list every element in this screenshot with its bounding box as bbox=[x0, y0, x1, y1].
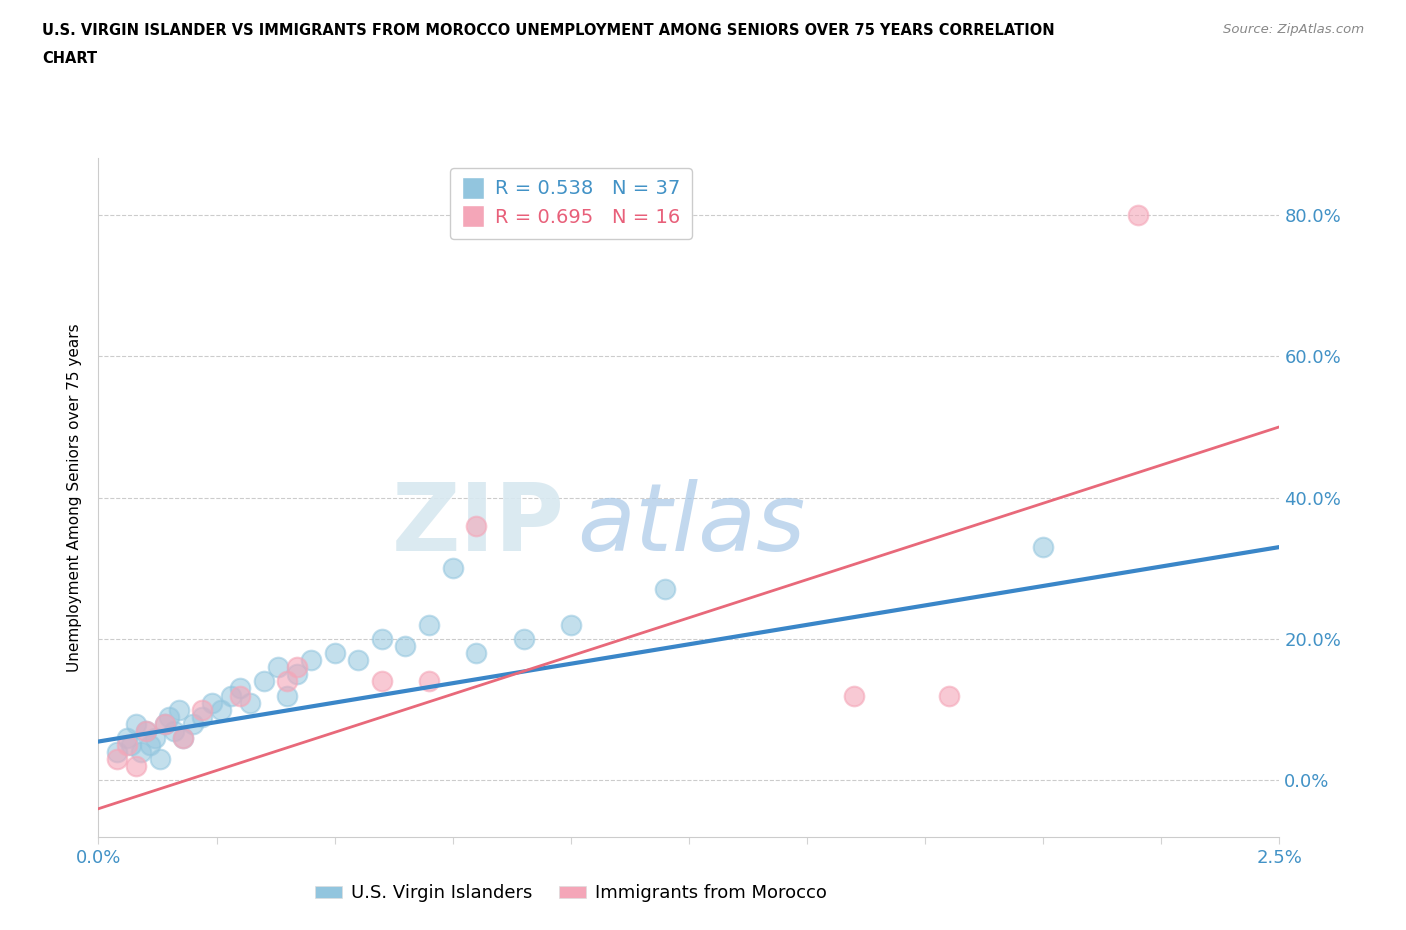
Point bbox=[512, 631, 534, 646]
Point bbox=[285, 660, 308, 675]
Point bbox=[276, 688, 298, 703]
Y-axis label: Unemployment Among Seniors over 75 years: Unemployment Among Seniors over 75 years bbox=[67, 324, 83, 671]
Point bbox=[121, 737, 143, 752]
Point bbox=[371, 674, 394, 689]
Point bbox=[157, 710, 180, 724]
Point bbox=[135, 724, 157, 738]
Point bbox=[115, 737, 138, 752]
Point bbox=[418, 674, 440, 689]
Point bbox=[1032, 539, 1054, 554]
Point bbox=[654, 582, 676, 597]
Point bbox=[394, 639, 416, 654]
Point bbox=[844, 688, 866, 703]
Point bbox=[441, 561, 464, 576]
Text: U.S. VIRGIN ISLANDER VS IMMIGRANTS FROM MOROCCO UNEMPLOYMENT AMONG SENIORS OVER : U.S. VIRGIN ISLANDER VS IMMIGRANTS FROM … bbox=[42, 23, 1054, 38]
Point bbox=[323, 645, 346, 660]
Point bbox=[153, 716, 176, 731]
Point bbox=[125, 759, 148, 774]
Point bbox=[229, 681, 252, 696]
Point bbox=[105, 745, 128, 760]
Point bbox=[201, 696, 224, 711]
Point bbox=[125, 716, 148, 731]
Point bbox=[163, 724, 186, 738]
Point bbox=[129, 745, 152, 760]
Point bbox=[115, 731, 138, 746]
Point bbox=[299, 653, 322, 668]
Point bbox=[938, 688, 960, 703]
Point bbox=[172, 731, 194, 746]
Point bbox=[560, 618, 582, 632]
Point bbox=[143, 731, 166, 746]
Point bbox=[347, 653, 370, 668]
Point bbox=[267, 660, 290, 675]
Point bbox=[253, 674, 276, 689]
Point bbox=[149, 751, 172, 766]
Point bbox=[229, 688, 252, 703]
Text: atlas: atlas bbox=[576, 479, 806, 570]
Point bbox=[105, 751, 128, 766]
Point bbox=[191, 702, 214, 717]
Point bbox=[371, 631, 394, 646]
Point bbox=[172, 731, 194, 746]
Point bbox=[276, 674, 298, 689]
Text: CHART: CHART bbox=[42, 51, 97, 66]
Point bbox=[465, 645, 488, 660]
Point bbox=[191, 710, 214, 724]
Point bbox=[418, 618, 440, 632]
Text: Source: ZipAtlas.com: Source: ZipAtlas.com bbox=[1223, 23, 1364, 36]
Point bbox=[219, 688, 242, 703]
Point bbox=[239, 696, 262, 711]
Point bbox=[209, 702, 232, 717]
Point bbox=[1126, 207, 1149, 222]
Point bbox=[139, 737, 162, 752]
Legend: U.S. Virgin Islanders, Immigrants from Morocco: U.S. Virgin Islanders, Immigrants from M… bbox=[308, 877, 834, 910]
Point bbox=[135, 724, 157, 738]
Text: ZIP: ZIP bbox=[392, 479, 565, 571]
Point bbox=[181, 716, 204, 731]
Point bbox=[153, 716, 176, 731]
Point bbox=[285, 667, 308, 682]
Point bbox=[465, 518, 488, 533]
Point bbox=[167, 702, 190, 717]
